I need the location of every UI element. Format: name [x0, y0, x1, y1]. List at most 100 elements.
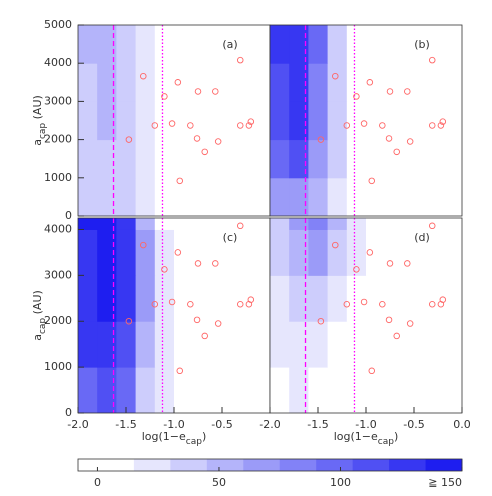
density-cell: [270, 139, 290, 179]
density-cell: [308, 218, 329, 230]
plot-area: [78, 25, 255, 216]
colorbar-segment: [425, 459, 463, 471]
data-point: [366, 79, 374, 86]
density-cell: [135, 218, 156, 230]
data-point: [379, 122, 386, 129]
density-cell: [346, 139, 367, 179]
data-point: [140, 241, 147, 249]
data-point: [193, 316, 201, 324]
density-cell: [212, 25, 233, 64]
colorbar-segment: [352, 459, 390, 471]
y-tick-label: 3000: [44, 94, 72, 107]
density-cell: [289, 367, 309, 413]
density-cell: [174, 25, 194, 64]
density-cell: [135, 177, 156, 216]
panel-frame: [269, 24, 463, 217]
data-point: [360, 120, 368, 127]
density-cell: [366, 25, 386, 64]
density-cell: [174, 367, 194, 413]
density-cell: [97, 101, 117, 141]
density-cell: [346, 229, 367, 276]
density-cell: [346, 25, 367, 64]
density-cell: [193, 218, 213, 230]
density-cell: [212, 275, 233, 322]
density-cell: [154, 101, 175, 141]
density-cell: [97, 367, 117, 413]
density-cell: [404, 218, 425, 230]
colorbar-segment: [279, 459, 317, 471]
data-point: [236, 56, 244, 64]
density-cell: [212, 177, 233, 216]
x-tick-label: -1.5: [307, 418, 328, 431]
data-point: [168, 120, 176, 127]
density-cell: [327, 321, 348, 368]
density-cell: [154, 25, 175, 64]
data-point: [404, 88, 411, 95]
density-cell: [212, 63, 233, 102]
data-point: [176, 367, 184, 375]
data-point: [379, 301, 386, 308]
density-cell: [78, 218, 98, 230]
data-point: [385, 316, 393, 324]
density-cell: [116, 63, 137, 102]
density-cell: [308, 177, 329, 216]
data-point: [343, 301, 351, 308]
density-cell: [385, 177, 405, 216]
density-cell: [308, 367, 329, 413]
label-main: log(1−e: [334, 430, 378, 443]
data-point: [317, 317, 325, 325]
density-cell: [289, 101, 309, 141]
density-cell: [97, 275, 117, 322]
density-cell: [193, 229, 213, 276]
data-point: [428, 122, 436, 129]
density-cell: [289, 63, 309, 102]
density-cell: [212, 229, 233, 276]
data-point: [247, 296, 255, 303]
density-cell: [97, 25, 117, 64]
density-cell: [346, 367, 367, 413]
density-cell: [289, 275, 309, 322]
data-point: [174, 79, 182, 86]
label-sub: cap: [186, 437, 202, 447]
density-cell: [154, 139, 175, 179]
density-cell: [289, 321, 309, 368]
density-cell: [174, 275, 194, 322]
density-cell: [193, 321, 213, 368]
density-cell: [366, 139, 386, 179]
density-cell: [327, 25, 348, 64]
density-cell: [116, 229, 137, 276]
data-point: [247, 118, 255, 125]
data-point: [368, 367, 376, 375]
density-cell: [404, 321, 425, 368]
density-cell: [78, 139, 98, 179]
density-cell: [327, 63, 348, 102]
density-cell: [404, 139, 425, 179]
data-point: [236, 122, 244, 129]
density-cell: [212, 367, 233, 413]
density-cell: [193, 63, 213, 102]
density-cell: [135, 139, 156, 179]
data-point: [168, 298, 176, 306]
data-point: [214, 138, 222, 145]
data-point: [236, 222, 244, 230]
data-point: [393, 148, 400, 156]
colorbar-tick-label: ≧ 150: [428, 476, 462, 489]
density-cell: [174, 63, 194, 102]
density-cell: [308, 101, 329, 141]
density-cell: [327, 275, 348, 322]
label-rest: ): [394, 430, 398, 443]
density-cell: [308, 275, 329, 322]
density-cell: [193, 25, 213, 64]
data-point: [439, 296, 447, 303]
data-point: [428, 301, 436, 308]
colorbar-tick-label: 50: [212, 476, 226, 489]
panel-label: (b): [414, 38, 430, 51]
density-cell: [308, 229, 329, 276]
data-point: [194, 88, 202, 95]
density-cell: [78, 177, 98, 216]
data-point: [439, 118, 447, 125]
data-point: [366, 249, 374, 256]
density-cell: [270, 367, 290, 413]
data-point: [332, 72, 339, 80]
